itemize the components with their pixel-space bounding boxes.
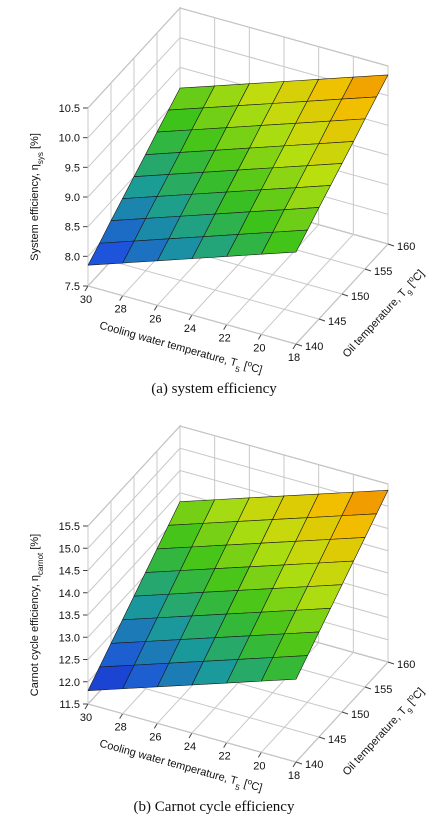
grid-line (110, 678, 320, 738)
x-tick-label: 24 (184, 741, 196, 753)
y-axis-title: Oil temperature, T9 [oC] (339, 266, 428, 362)
z-tick-label: 7.5 (65, 281, 80, 293)
y-tick-label: 140 (305, 341, 323, 353)
x-tick (188, 732, 193, 739)
z-tick-label: 10.5 (59, 103, 80, 115)
x-tick-label: 18 (288, 352, 300, 364)
y-tick-label: 150 (351, 709, 369, 721)
x-tick-label: 18 (288, 770, 300, 782)
x-tick (84, 703, 89, 710)
x-tick-label: 28 (115, 304, 127, 316)
x-tick (188, 314, 193, 321)
y-axis-title-part: o (406, 692, 416, 702)
x-axis-title: Cooling water temperature, T5 [oC] (97, 317, 264, 380)
x-axis-title-part: [ (239, 359, 248, 372)
z-axis-title: System efficiency, ηsys [%] (29, 133, 45, 261)
caption: (a) system efficiency (151, 381, 277, 397)
x-axis-title-part: C] (250, 362, 264, 377)
z-axis-title-part: sys (36, 152, 45, 164)
x-tick-label: 26 (149, 313, 161, 325)
x-tick (119, 713, 124, 719)
z-tick-label: 15.5 (59, 521, 80, 533)
x-tick-label: 20 (253, 342, 265, 354)
grid-line (110, 260, 320, 320)
z-axis-title-part: [%] (29, 133, 41, 152)
z-tick-label: 8.5 (65, 222, 80, 234)
y-tick (364, 686, 372, 690)
z-tick-label: 12.5 (59, 655, 80, 667)
z-axis-title-part: [%] (29, 534, 41, 553)
x-axis-title-part: 5 (234, 364, 241, 374)
y-tick-label: 145 (328, 734, 346, 746)
caption: (b) Carnot cycle efficiency (134, 799, 295, 815)
z-tick-label: 11.5 (59, 699, 80, 711)
z-tick-label: 9.0 (65, 192, 80, 204)
x-axis-title-part: o (247, 358, 254, 368)
y-axis-title-part: o (406, 274, 416, 284)
y-tick-label: 160 (397, 241, 415, 253)
z-tick-label: 13.0 (59, 632, 80, 644)
x-tick-label: 24 (184, 323, 196, 335)
x-tick (257, 334, 262, 340)
grid-line (87, 703, 297, 763)
z-tick-label: 8.0 (65, 251, 80, 263)
chart-panel: 11.5 12.0 12.5 13.0 13.5 14.0 14.5 15.0 15.5 18 20… (29, 424, 428, 815)
y-tick-label: 150 (351, 291, 369, 303)
z-tick-label: 10.0 (59, 133, 80, 145)
x-tick-label: 26 (149, 731, 161, 743)
surface-patch (261, 655, 308, 682)
y-tick-label: 145 (328, 316, 346, 328)
y-tick (318, 318, 326, 322)
y-tick (341, 293, 349, 297)
x-tick (257, 752, 262, 758)
x-tick (223, 324, 228, 330)
x-tick (153, 305, 158, 311)
x-tick-label: 22 (219, 751, 231, 763)
surface-patch (261, 229, 308, 255)
y-tick (387, 661, 395, 665)
x-tick (153, 723, 158, 729)
z-tick-label: 14.5 (59, 566, 80, 578)
y-tick (318, 736, 326, 740)
y-tick-label: 155 (374, 684, 392, 696)
x-tick-label: 22 (219, 333, 231, 345)
y-tick (364, 268, 372, 272)
z-axis-title-part: carnot (36, 552, 45, 575)
y-tick (341, 711, 349, 715)
chart-panel: 7.5 8.0 8.5 9.0 9.5 10.0 10.5 18 20 22 24 26 28 30 140… (29, 6, 428, 397)
x-tick-label: 20 (253, 760, 265, 772)
z-tick-label: 9.5 (65, 162, 80, 174)
z-axis-title-part: System efficiency, η (29, 164, 41, 261)
x-axis-title-part: [ (239, 777, 248, 790)
z-axis-title-part: Carnot cycle efficiency, η (29, 575, 41, 696)
x-tick-label: 28 (115, 722, 127, 734)
y-tick-label: 155 (374, 266, 392, 278)
x-axis-title-part: C] (250, 780, 264, 795)
y-axis-title-part: 9 (405, 706, 415, 716)
y-tick (387, 243, 395, 247)
y-axis-title: Oil temperature, T9 [oC] (339, 684, 428, 780)
x-axis-title-part: 5 (234, 782, 241, 792)
x-tick (84, 285, 89, 292)
x-axis-title: Cooling water temperature, T5 [oC] (97, 735, 264, 798)
x-axis-title-part: o (247, 776, 254, 786)
x-tick (223, 742, 228, 748)
grid-line (87, 285, 297, 345)
x-tick-label: 30 (80, 294, 92, 306)
z-tick-label: 13.5 (59, 610, 80, 622)
z-axis-title: Carnot cycle efficiency, ηcarnot [%] (29, 534, 45, 696)
y-tick (295, 343, 303, 347)
y-tick-label: 160 (397, 659, 415, 671)
x-tick (292, 343, 297, 350)
z-tick-label: 12.0 (59, 677, 80, 689)
x-tick (119, 295, 124, 301)
y-tick (295, 761, 303, 765)
y-tick-label: 140 (305, 759, 323, 771)
z-tick-label: 15.0 (59, 543, 80, 555)
z-tick-label: 14.0 (59, 588, 80, 600)
x-tick-label: 30 (80, 712, 92, 724)
x-tick (292, 761, 297, 768)
y-axis-title-part: 9 (405, 288, 415, 298)
